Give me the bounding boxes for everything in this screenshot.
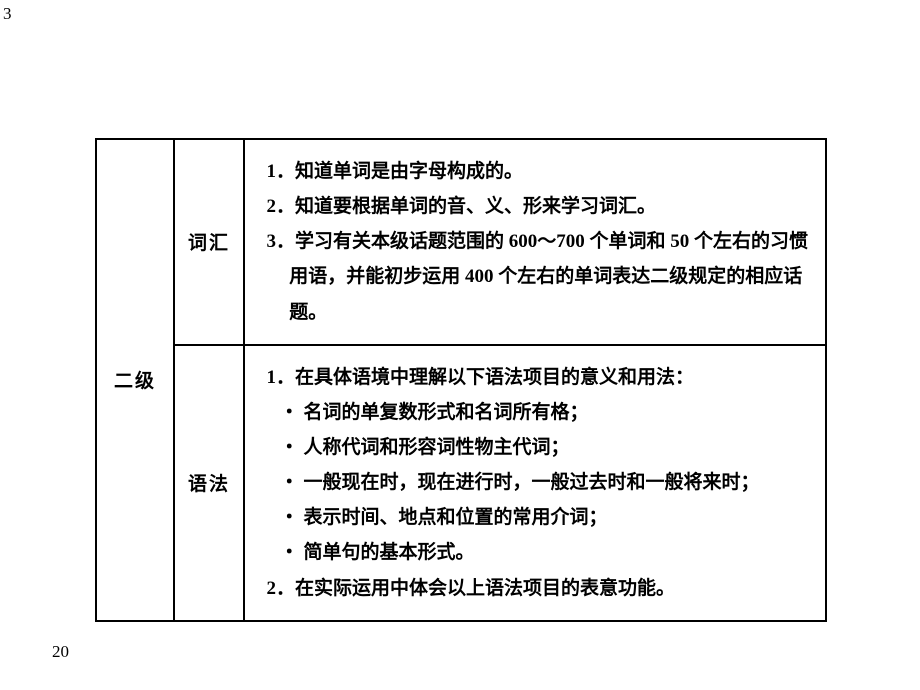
content-cell-vocabulary: 1．知道单词是由字母构成的。 2．知道要根据单词的音、义、形来学习词汇。 3．学… [244,139,826,345]
page-number-bottom: 20 [52,642,69,662]
list-item: 3．学习有关本级话题范围的 600～700 个单词和 50 个左右的习惯用语，并… [280,224,813,329]
level-cell: 二级 [96,139,174,621]
list-item: 1．在具体语境中理解以下语法项目的意义和用法： [280,360,813,395]
page-number-top: 3 [3,4,12,24]
category-cell-grammar: 语法 [174,345,244,621]
bullet-item: ・ 简单句的基本形式。 [257,535,813,570]
bullet-item: ・ 表示时间、地点和位置的常用介词； [257,500,813,535]
list-item: 2．在实际运用中体会以上语法项目的表意功能。 [280,571,813,606]
list-item: 2．知道要根据单词的音、义、形来学习词汇。 [280,189,813,224]
bullet-item: ・ 名词的单复数形式和名词所有格； [257,395,813,430]
curriculum-table: 二级 词汇 1．知道单词是由字母构成的。 2．知道要根据单词的音、义、形来学习词… [95,138,827,622]
category-cell-vocabulary: 词汇 [174,139,244,345]
content-cell-grammar: 1．在具体语境中理解以下语法项目的意义和用法： ・ 名词的单复数形式和名词所有格… [244,345,826,621]
bullet-item: ・ 一般现在时，现在进行时，一般过去时和一般将来时； [257,465,813,500]
list-item: 1．知道单词是由字母构成的。 [280,154,813,189]
bullet-item: ・ 人称代词和形容词性物主代词； [257,430,813,465]
